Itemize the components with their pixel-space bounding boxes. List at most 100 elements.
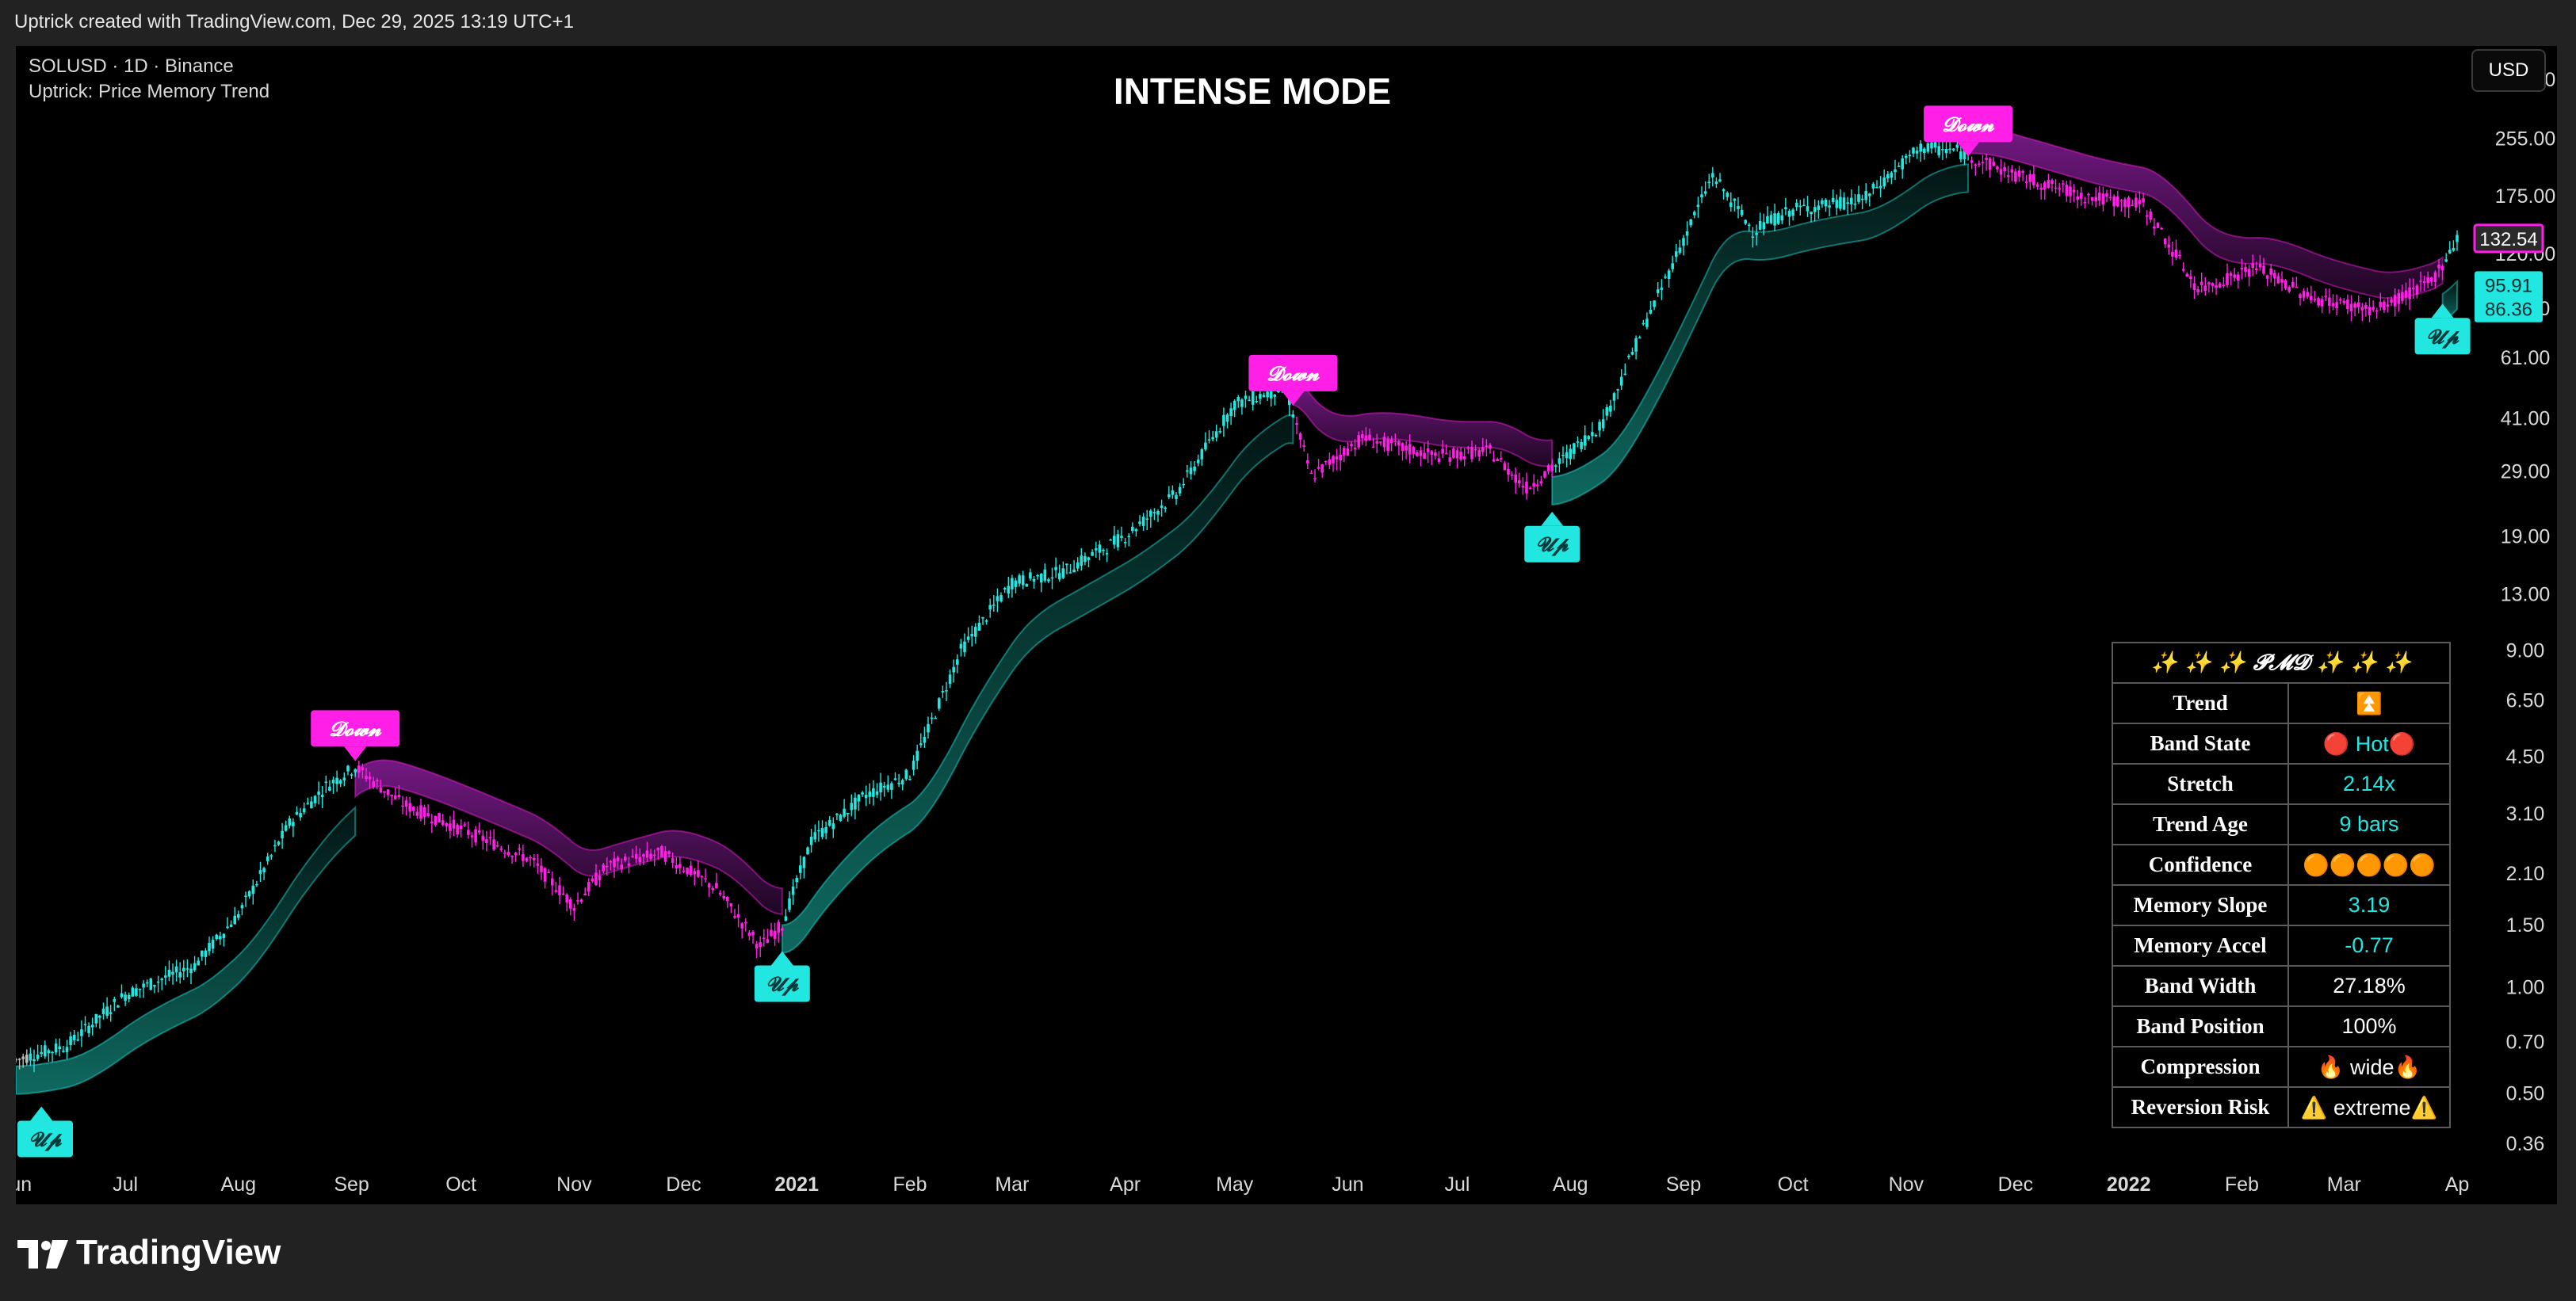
candle-body bbox=[1878, 185, 1882, 189]
candle-body bbox=[156, 981, 160, 983]
pmd-row-label: Stretch bbox=[2112, 763, 2289, 805]
price-axis-tick: 255.00 bbox=[2495, 128, 2555, 150]
bear-memory-band bbox=[354, 759, 783, 916]
candle-body bbox=[1890, 172, 1894, 178]
candle-body bbox=[404, 800, 408, 807]
candle-body bbox=[791, 886, 795, 895]
symbol-legend[interactable]: SOLUSD · 1D · Binance bbox=[29, 55, 234, 77]
candle-body bbox=[1744, 219, 1747, 224]
candle-body bbox=[726, 897, 729, 902]
candle-body bbox=[2050, 180, 2054, 184]
candle-body bbox=[1860, 198, 1864, 200]
candle-body bbox=[394, 795, 397, 799]
candle-body bbox=[576, 900, 579, 902]
candle-body bbox=[682, 870, 686, 872]
candle-body bbox=[2390, 299, 2393, 303]
candle-body bbox=[1605, 407, 1609, 416]
candle-body bbox=[1426, 448, 1430, 452]
pmd-row: Band Position 100% bbox=[2112, 1005, 2451, 1047]
candle-body bbox=[1244, 395, 1248, 399]
candle-body bbox=[2112, 196, 2115, 207]
candle-body bbox=[324, 781, 328, 784]
candle-body bbox=[1988, 158, 1992, 170]
chart-panel[interactable]: 375.00255.00175.00120.0084.0061.0041.002… bbox=[16, 46, 2557, 1204]
pmd-row-label: Memory Slope bbox=[2112, 884, 2289, 926]
tradingview-logo[interactable]: TradingView bbox=[17, 1233, 281, 1272]
candle-body bbox=[2437, 265, 2440, 269]
time-axis[interactable]: Jun Jul Aug Sep Oct Nov Dec 2021 Feb Mar Apr May Jun… bbox=[16, 1173, 2469, 1196]
candle-body bbox=[2452, 247, 2456, 251]
candle-body bbox=[72, 1035, 76, 1040]
candle-body bbox=[2291, 282, 2295, 288]
candle-body bbox=[784, 916, 788, 921]
candle-body bbox=[2174, 250, 2178, 258]
candle-body bbox=[1324, 460, 1328, 463]
band-price-tag: 95.91 bbox=[2475, 271, 2543, 299]
candle-body bbox=[1992, 162, 1996, 166]
candle-body bbox=[2142, 198, 2145, 203]
price-axis-tick: 19.00 bbox=[2501, 525, 2551, 547]
signal-labels: 𝓤𝓹 𝓓𝓸𝔀𝓷 𝓤𝓹 𝓓𝓸𝔀𝓷 𝓤𝓹 𝓓𝓸𝔀𝓷 𝓤𝓹 bbox=[17, 105, 2471, 1158]
candle-body bbox=[1335, 456, 1339, 460]
candle-body bbox=[1685, 231, 1689, 236]
candle-body bbox=[1926, 143, 1930, 152]
candle-body bbox=[1302, 445, 1305, 447]
candle-body bbox=[1689, 219, 1692, 226]
price-tag-box bbox=[2475, 271, 2543, 299]
candle-body bbox=[2237, 274, 2240, 281]
currency-button[interactable]: USD bbox=[2471, 49, 2546, 92]
candle-body bbox=[51, 1051, 54, 1054]
signal-box bbox=[311, 710, 400, 747]
candle-body bbox=[1700, 194, 1703, 197]
candle-body bbox=[365, 776, 368, 780]
candle-body bbox=[113, 999, 117, 1002]
candle-body bbox=[164, 975, 167, 978]
indicator-legend[interactable]: Uptrick: Price Memory Trend bbox=[29, 81, 270, 102]
candle-body bbox=[2062, 183, 2065, 185]
price-tag-text: 86.36 bbox=[2485, 299, 2532, 321]
candle-body bbox=[1200, 449, 1204, 460]
candle-body bbox=[736, 914, 740, 918]
memory-bands bbox=[16, 126, 2458, 1095]
candle-body bbox=[331, 780, 335, 784]
candle-body bbox=[58, 1046, 61, 1050]
pmd-row: Trend ⏫ bbox=[2112, 682, 2451, 724]
price-chart[interactable]: 375.00255.00175.00120.0084.0061.0041.002… bbox=[16, 46, 2557, 1204]
candle-body bbox=[2456, 235, 2459, 242]
candle-body bbox=[379, 787, 383, 793]
candle-body bbox=[1871, 183, 1875, 189]
pmd-row-value: 3.19 bbox=[2287, 884, 2451, 926]
candle-body bbox=[656, 847, 660, 851]
candle-body bbox=[2222, 284, 2226, 286]
candle-body bbox=[1011, 578, 1014, 589]
candle-body bbox=[1707, 181, 1710, 184]
candle-body bbox=[558, 885, 561, 895]
candle-body bbox=[1842, 197, 1846, 210]
candle-body bbox=[302, 808, 306, 813]
signal-text: 𝓤𝓹 bbox=[2426, 325, 2459, 349]
signal-text: 𝓓𝓸𝔀𝓷 bbox=[1267, 362, 1320, 385]
signal-pointer bbox=[1957, 142, 1980, 157]
candle-body bbox=[1846, 202, 1849, 204]
candle-body bbox=[718, 892, 722, 895]
pmd-row-value: 100% bbox=[2287, 1005, 2451, 1047]
price-tag-box bbox=[2473, 223, 2544, 254]
candle-body bbox=[908, 778, 912, 780]
candle-body bbox=[2313, 299, 2317, 300]
candle-body bbox=[1864, 190, 1867, 200]
candle-body bbox=[1573, 443, 1576, 454]
candle-body bbox=[1218, 431, 1222, 433]
bull-memory-band bbox=[781, 414, 1294, 954]
candle-body bbox=[258, 870, 262, 875]
candle-body bbox=[281, 830, 284, 839]
candle-body bbox=[226, 926, 229, 929]
candle-body bbox=[1364, 435, 1368, 441]
candle-body bbox=[1503, 463, 1507, 471]
candle-body bbox=[1576, 441, 1580, 443]
candle-body bbox=[1623, 373, 1627, 376]
candle-body bbox=[1222, 414, 1225, 426]
candle-body bbox=[1346, 448, 1350, 456]
candle-body bbox=[755, 944, 759, 949]
candle-body bbox=[1868, 193, 1871, 196]
candle-body bbox=[1897, 166, 1901, 167]
